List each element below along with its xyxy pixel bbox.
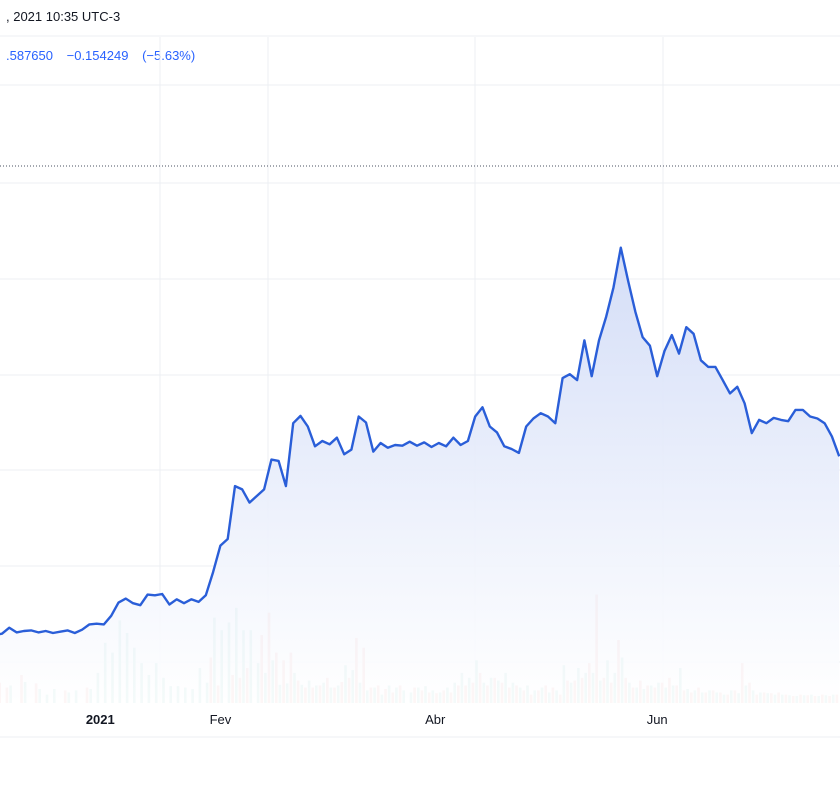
price-area-fill: [0, 247, 840, 703]
chart-datetime-label: , 2021 10:35 UTC-3: [6, 9, 121, 24]
time-axis: 2021 Fev Abr Jun: [86, 712, 668, 727]
x-tick-label: Jun: [647, 712, 668, 727]
last-price: .587650: [6, 48, 53, 63]
price-readout: .587650 −0.154249 (−5.63%): [6, 48, 205, 63]
price-change-percent: (−5.63%): [142, 48, 196, 63]
price-change: −0.154249: [66, 48, 129, 63]
x-tick-label: Fev: [210, 712, 232, 727]
price-line: [0, 246, 840, 636]
x-tick-label: Abr: [425, 712, 446, 727]
x-tick-label: 2021: [86, 712, 115, 727]
